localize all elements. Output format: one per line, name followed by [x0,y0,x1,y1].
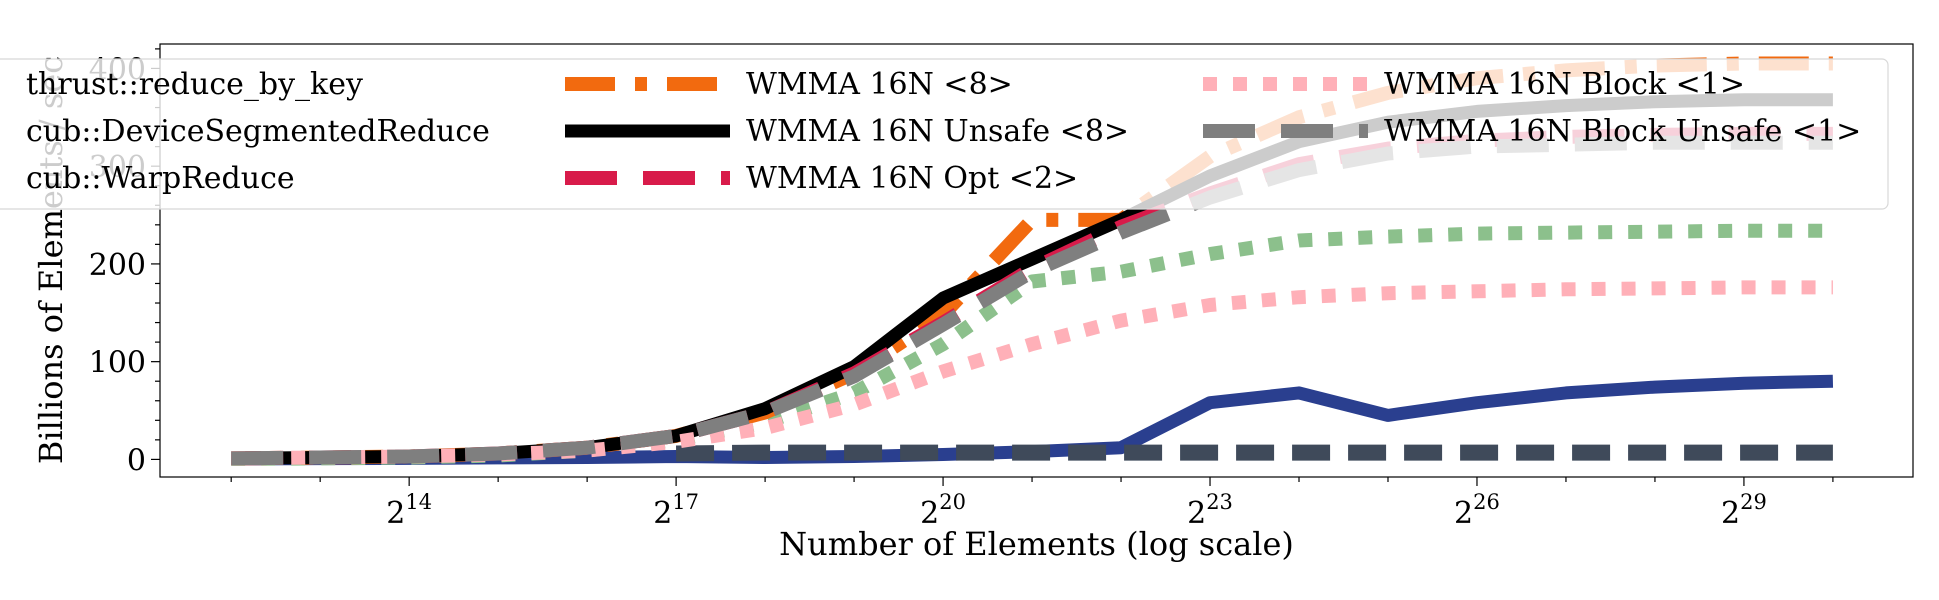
x-axis-label: Number of Elements (log scale) [779,525,1294,563]
legend-label: cub::DeviceSegmentedReduce [26,114,490,149]
x-tick-label: 229 [1721,490,1767,531]
x-tick-label: 217 [653,490,699,531]
legend-label: cub::WarpReduce [26,161,295,196]
legend-label: WMMA 16N Block <1> [1384,67,1745,102]
series-line-7 [231,135,1833,466]
legend-label: WMMA 16N Unsafe <8> [746,114,1129,149]
legend-frame [0,58,1889,210]
x-tick-label: 220 [920,490,966,531]
legend-label: WMMA 16N <8> [746,67,1013,102]
y-tick-label: 0 [127,443,146,478]
legend: thrust::reduce_by_keycub::DeviceSegmente… [0,58,1889,210]
legend-label: thrust::reduce_by_key [26,67,363,102]
x-tick-label: 223 [1187,490,1233,531]
series-line-2 [231,223,1833,466]
x-tick-label: 214 [386,490,432,531]
series-line-6 [231,280,1833,466]
x-tick-label: 226 [1454,490,1500,531]
legend-label: WMMA 16N Opt <2> [746,161,1078,196]
y-tick-label: 200 [89,248,146,283]
y-tick-label: 100 [89,346,146,381]
legend-label: WMMA 16N Block Unsafe <1> [1384,114,1861,149]
series-line-1 [676,444,1833,462]
plot-frame [159,43,1914,478]
x-axis: 214 217 220 223 226 229 [230,477,1834,531]
